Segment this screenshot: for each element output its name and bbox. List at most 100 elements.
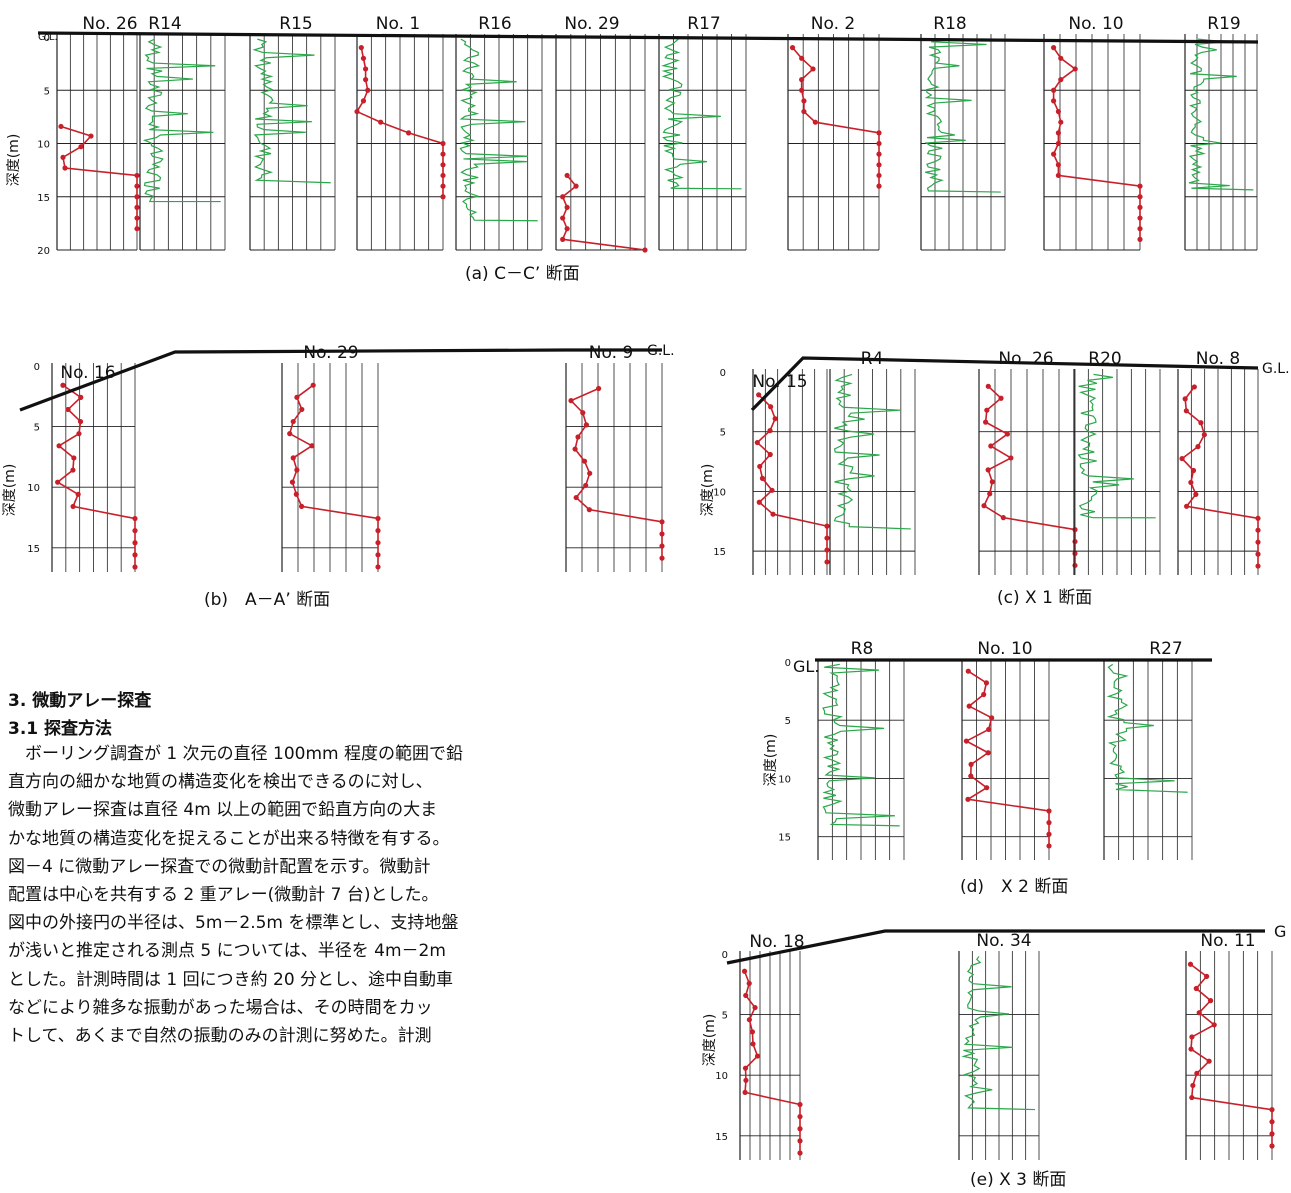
n-value-point [1207,998,1214,1004]
n-value-point [1198,420,1204,426]
boring-log [739,951,803,1160]
n-value-line [756,394,828,562]
n-value-point [581,458,588,464]
n-value-point [1058,119,1064,125]
section-subheading: 3.1 探査方法 [8,719,113,739]
depth-tick-label: 10 [37,140,50,151]
boring-log [1185,951,1275,1160]
n-value-point [742,1089,748,1096]
n-value-point [134,172,140,179]
n-value-point [1055,130,1061,136]
sounding-trace [142,38,221,203]
n-value-point [963,738,969,744]
n-value-point [76,431,82,437]
boring-log [1177,369,1261,575]
log-label: R14 [148,14,181,34]
n-value-point [1072,550,1078,557]
n-value-point [1051,87,1057,93]
n-value-point [985,750,991,756]
n-value-point [568,398,574,404]
n-value-point [406,130,412,136]
sounding-log [1184,34,1258,251]
depth-tick-label: 15 [37,193,50,204]
n-value-point [560,194,566,200]
n-value-point [876,183,882,189]
depth-tick-label: 15 [778,833,791,844]
n-value-point [572,446,578,452]
log-label: No. 26 [82,14,137,34]
log-label: No. 2 [811,14,855,34]
sounding-trace [252,38,331,184]
n-value-point [1255,527,1261,533]
n-value-point [294,394,300,400]
n-value-point [983,680,990,686]
n-value-point [968,773,974,779]
n-value-point [1255,539,1261,545]
n-value-point [772,416,778,422]
n-value-point [981,691,987,698]
n-value-point [797,1126,803,1132]
n-value-point [564,172,570,179]
sounding-trace [833,373,911,530]
n-value-point [1255,515,1261,521]
depth-tick-label: 15 [715,1132,728,1143]
n-value-point [1000,515,1006,521]
depth-tick-label: 10 [27,483,40,494]
n-value-point [797,1138,803,1144]
sounding-trace [1188,38,1254,191]
n-value-point [1072,527,1078,533]
body-line: 配置は中心を共有する 2 重アレー(微動計 7 台)とした。 [8,885,439,905]
depth-tick-label: 15 [713,547,726,558]
n-value-point [375,552,381,558]
n-value-point [1137,226,1143,232]
n-value-point [1196,1010,1202,1016]
sounding-log [817,659,905,860]
n-value-point [1255,551,1261,557]
n-value-point [743,992,749,999]
n-value-point [801,98,807,104]
depth-axis-label: 深度(m) [702,1014,718,1067]
n-value-point [1191,384,1197,390]
n-value-point [659,519,665,525]
n-value-point [1269,1107,1275,1113]
n-value-point [1189,1034,1195,1040]
n-value-point [1046,831,1052,837]
n-value-point [55,479,61,485]
n-value-line [56,384,136,568]
n-value-point [1008,455,1014,461]
boring-log [565,363,665,572]
n-value-point [134,226,140,232]
n-value-point [62,165,68,171]
n-value-point [789,45,796,51]
log-label: R17 [687,14,720,34]
n-value-point [799,87,805,93]
n-value-line [1190,963,1273,1147]
ground-line [19,348,662,412]
n-value-point [60,382,66,388]
n-value-point [985,383,991,389]
n-value-line [791,47,880,187]
depth-tick-label: 0 [720,368,726,379]
n-value-point [440,151,446,157]
n-value-point [1269,1143,1275,1149]
n-value-point [1055,108,1061,115]
n-value-point [1183,408,1189,414]
n-value-point [1058,55,1064,61]
depth-tick-label: 10 [713,487,726,498]
n-value-point [440,140,446,147]
n-value-point [876,130,882,136]
n-value-point [797,1150,803,1156]
n-value-point [989,479,995,485]
n-value-point [1189,1094,1195,1101]
n-value-point [1211,1022,1217,1028]
n-value-point [290,418,296,425]
n-value-point [1195,444,1201,450]
boring-log [1043,34,1143,251]
n-value-point [756,499,762,505]
panel-caption: (c) X 1 断面 [997,588,1092,608]
n-value-point [1051,151,1057,157]
n-value-point [1194,1070,1200,1076]
log-label: No. 29 [303,343,358,363]
n-value-point [1193,491,1199,497]
